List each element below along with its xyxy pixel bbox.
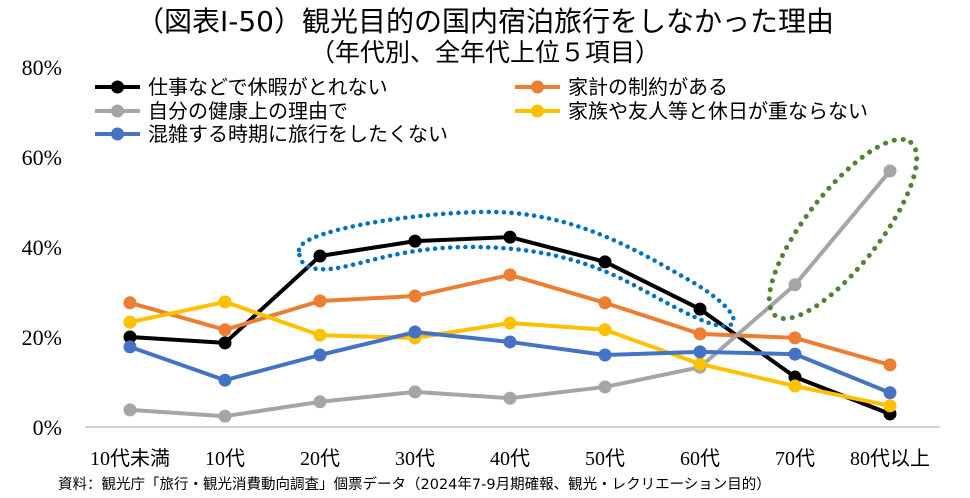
legend-label: 家族や友人等と休日が重ならない [568, 99, 868, 123]
y-tick-label: 20% [22, 325, 62, 350]
series-5-point-2 [218, 373, 232, 387]
y-tick-label: 0% [33, 415, 62, 440]
x-tick-label: 40代 [490, 447, 530, 470]
x-tick-label: 70代 [775, 447, 815, 470]
series-4-point-8 [788, 379, 802, 393]
legend-label: 混雑する時期に旅行をしたくない [148, 122, 448, 146]
series-2-point-9 [883, 358, 897, 372]
series-3-line [128, 168, 892, 419]
series-3-point-8 [788, 278, 802, 292]
y-tick-label: 80% [22, 55, 62, 80]
series-5 [123, 325, 897, 400]
series-4-point-6 [598, 323, 612, 337]
series-2-point-7 [693, 327, 707, 341]
x-tick-label: 30代 [395, 447, 435, 470]
series-2 [123, 268, 897, 372]
y-axis: 0% 20% 40% 60% 80% [22, 55, 62, 440]
series-2-point-1 [123, 296, 137, 310]
series-2-point-4 [408, 289, 422, 303]
series-1-point-6 [598, 255, 612, 269]
chart-subtitle: （年代別、全年代上位５項目） [310, 38, 660, 67]
series-3-point-6 [598, 380, 612, 394]
plot-area [123, 164, 897, 423]
highlight-loop-blue [296, 209, 736, 329]
source-note: 資料：観光庁「旅行・観光消費動向調査」個票データ（2024年7-9月期確報、観光… [58, 475, 771, 493]
series-1-point-4 [408, 234, 422, 248]
chart-title: （図表Ⅰ-50）観光目的の国内宿泊旅行をしなかった理由 [136, 5, 834, 38]
series-4 [123, 295, 897, 413]
series-2-point-5 [503, 268, 517, 282]
series-5-point-6 [598, 348, 612, 362]
series-4-point-9 [883, 399, 897, 413]
series-1-point-3 [313, 249, 327, 263]
series-3-point-1 [123, 403, 137, 417]
series-2-point-3 [313, 294, 327, 308]
series-3-point-2 [218, 409, 232, 423]
x-tick-label: 50代 [585, 447, 625, 470]
legend-swatch-marker [111, 127, 124, 141]
legend-label: 家計の制約がある [568, 75, 728, 99]
legend-item-3: 自分の健康上の理由で [95, 99, 348, 123]
legend-swatch-marker [111, 80, 124, 94]
series-4-point-3 [313, 328, 327, 342]
series-2-point-2 [218, 323, 232, 337]
series-2-point-6 [598, 296, 612, 310]
series-5-point-5 [503, 335, 517, 349]
series-3-point-4 [408, 385, 422, 399]
legend-item-1: 仕事などで休暇がとれない [95, 75, 388, 99]
legend-item-4: 家族や友人等と休日が重ならない [515, 99, 868, 123]
series-1-point-8 [788, 370, 802, 384]
series-1-point-2 [218, 336, 232, 350]
series-4-point-5 [503, 316, 517, 330]
annotations [296, 136, 920, 329]
series-4-point-2 [218, 295, 232, 309]
x-tick-label: 10代 [205, 447, 245, 470]
series-5-point-1 [123, 340, 137, 354]
series-3-point-5 [503, 391, 517, 405]
series-5-point-3 [313, 348, 327, 362]
series-4-point-1 [123, 315, 137, 329]
x-tick-label: 10代未満 [90, 447, 170, 470]
series-1-point-5 [503, 230, 517, 244]
legend-label: 自分の健康上の理由で [148, 99, 348, 123]
x-tick-label: 20代 [300, 447, 340, 470]
x-tick-label: 80代以上 [850, 447, 930, 470]
legend-swatch-marker [531, 80, 544, 94]
series-1-point-1 [123, 330, 137, 344]
series-2-point-8 [788, 331, 802, 345]
x-tick-label: 60代 [680, 447, 720, 470]
legend-swatch-marker [111, 104, 124, 118]
legend-swatch-marker [531, 104, 544, 118]
series-4-point-7 [693, 357, 707, 371]
series-1-point-7 [693, 302, 707, 316]
series-3-point-9 [883, 164, 897, 178]
series-3-point-3 [313, 395, 327, 409]
highlight-loop-green [766, 136, 920, 322]
series-5-point-8 [788, 347, 802, 361]
legend-item-2: 家計の制約がある [515, 75, 728, 99]
series-5-point-9 [883, 386, 897, 400]
series-5-point-4 [408, 325, 422, 339]
legend-label: 仕事などで休暇がとれない [148, 75, 388, 99]
series-5-point-7 [693, 345, 707, 359]
legend-item-5: 混雑する時期に旅行をしたくない [95, 122, 448, 146]
y-tick-label: 60% [22, 145, 62, 170]
y-tick-label: 40% [22, 235, 62, 260]
x-axis: 10代未満 10代 20代 30代 40代 50代 60代 70代 80代以上 [90, 447, 930, 470]
